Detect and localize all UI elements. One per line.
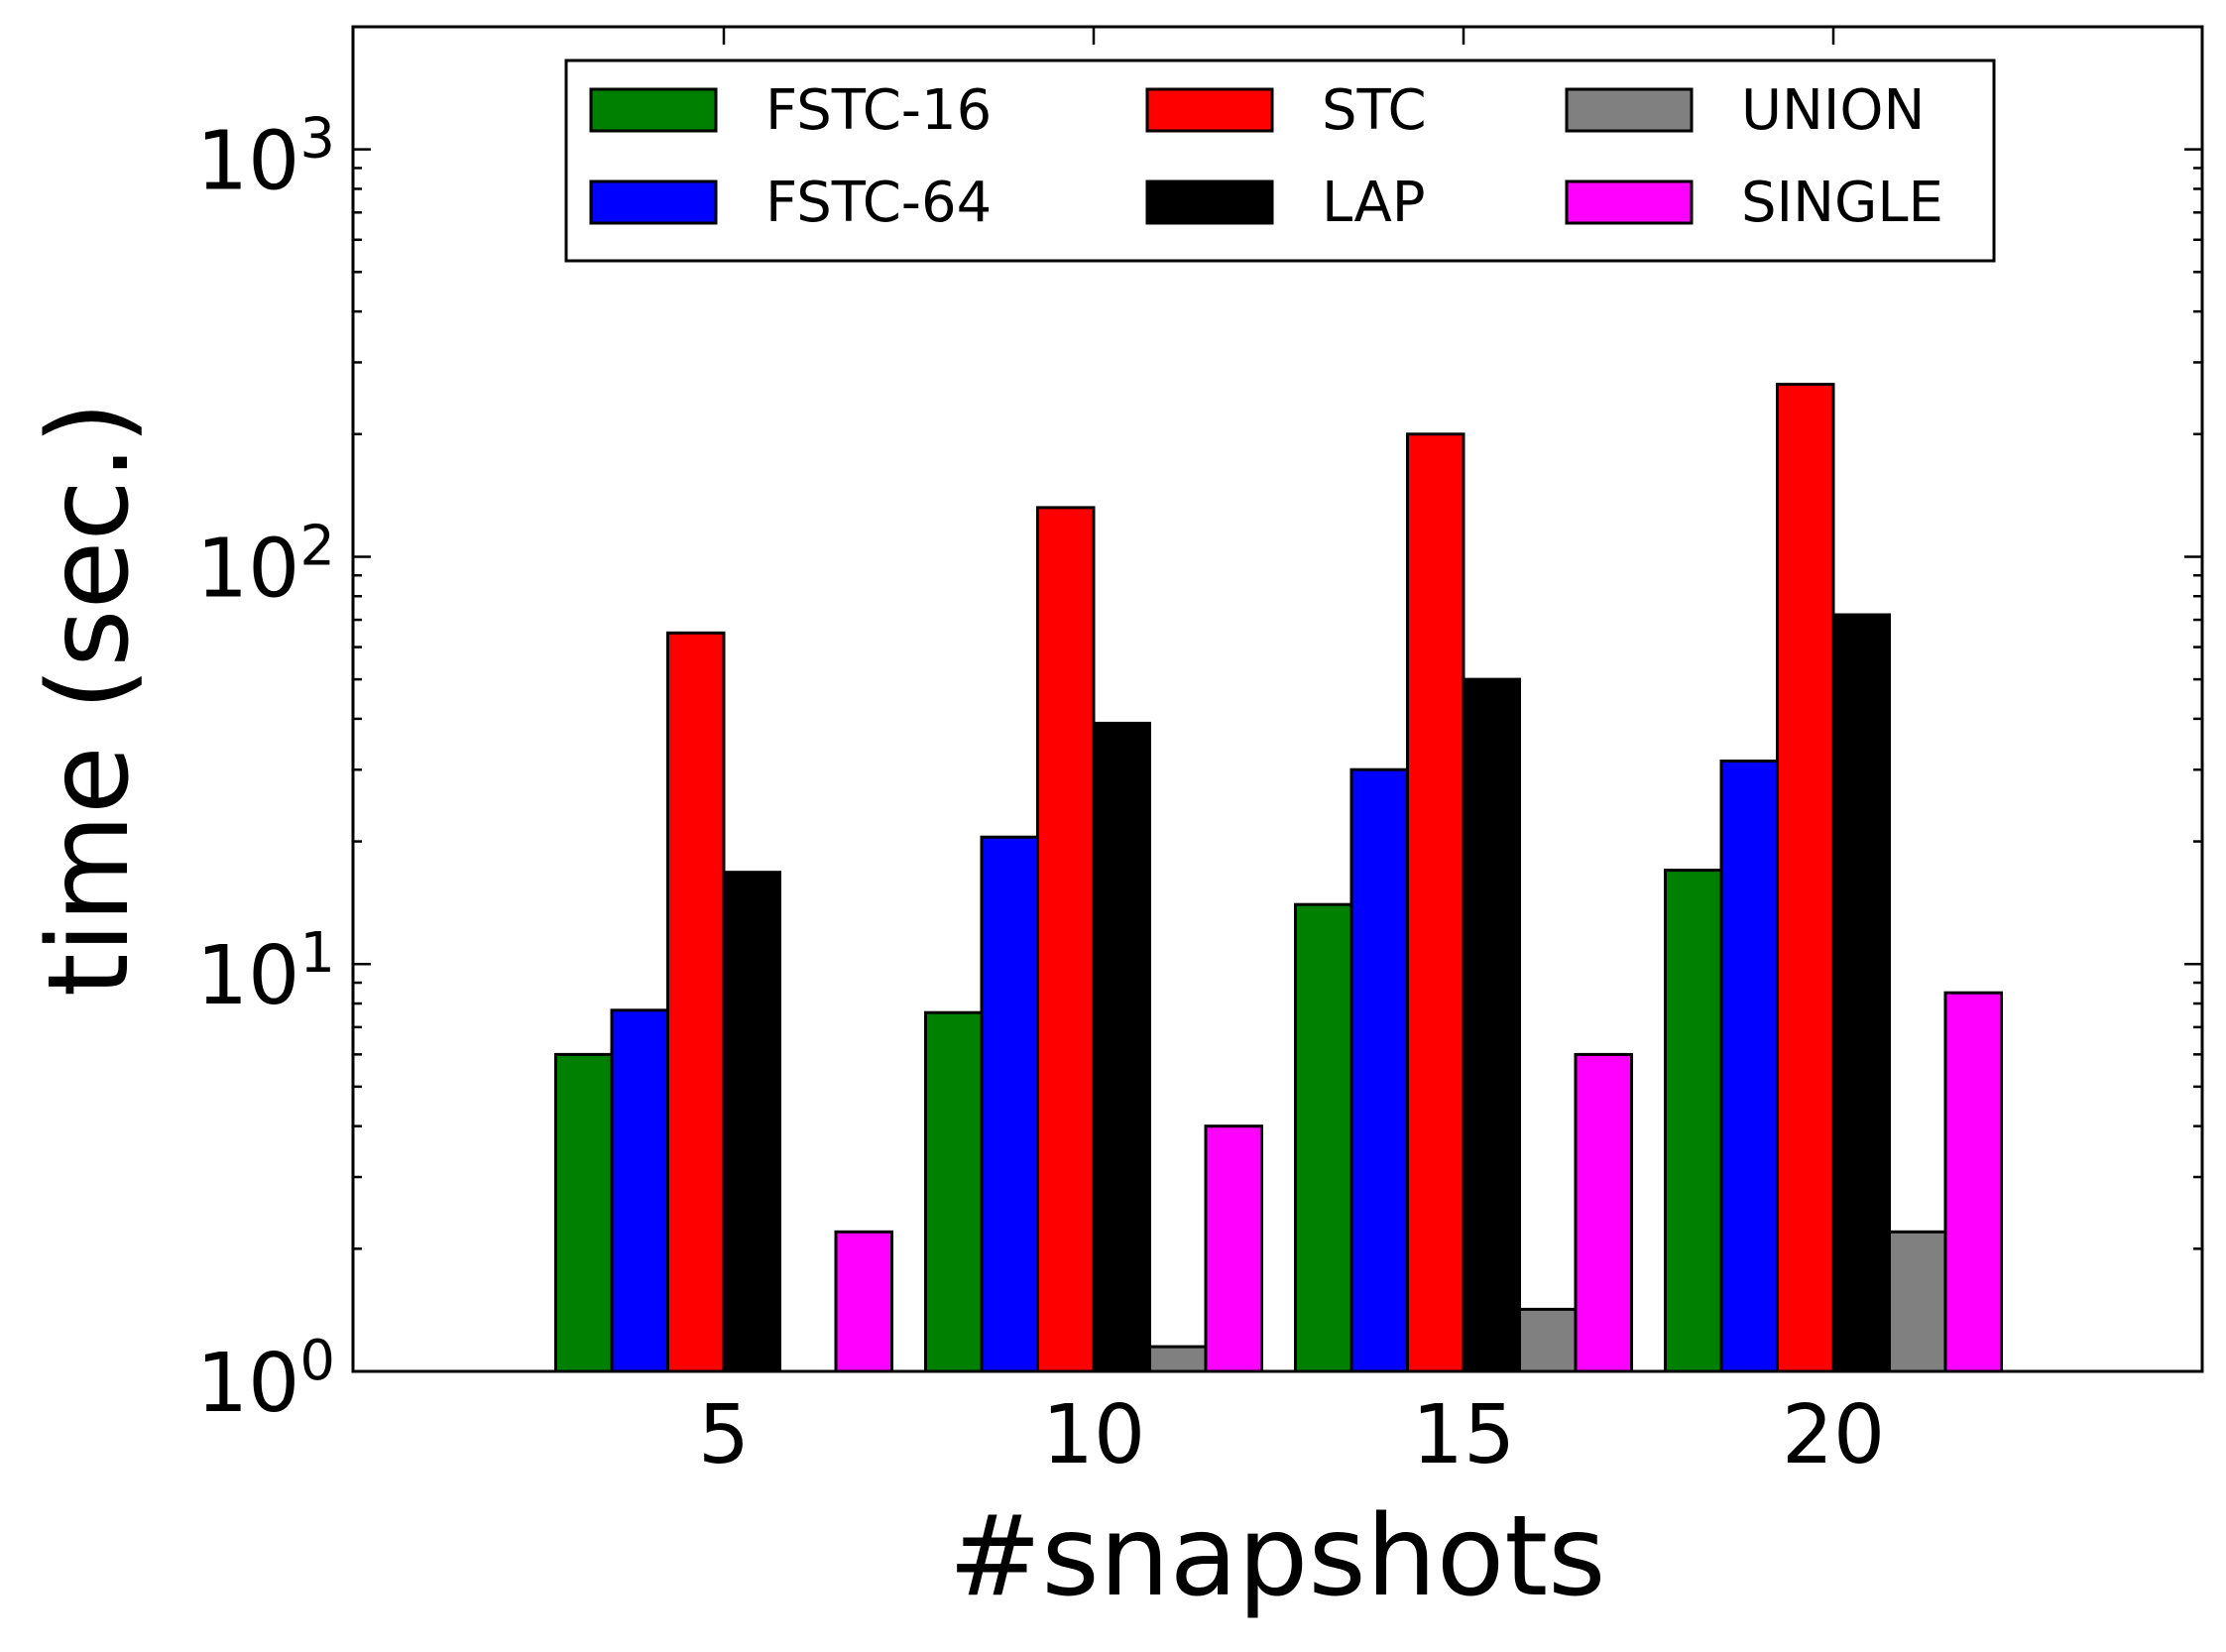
y-tick-label: 100 — [196, 1329, 335, 1432]
bar-lap-10 — [1092, 721, 1151, 1373]
legend-swatch-fstc-64 — [589, 179, 718, 225]
legend-swatch-lap — [1145, 179, 1274, 225]
legend-entries: FSTC-16 FSTC-64 STC LAP UNION SINGLE — [589, 78, 1943, 235]
y-tick-labels: 100 101 102 103 — [196, 106, 335, 1431]
bar-lap-15 — [1462, 677, 1521, 1373]
legend-swatch-fstc-16 — [589, 87, 718, 133]
y-tick-label: 101 — [196, 921, 335, 1024]
bar-union-15 — [1518, 1307, 1578, 1373]
x-tick-label: 15 — [1412, 1388, 1515, 1482]
bar-lap-5 — [722, 871, 781, 1373]
bar-single-10 — [1204, 1124, 1263, 1373]
bar-fstc-16-10 — [924, 1010, 984, 1373]
legend-label-lap: LAP — [1322, 171, 1426, 235]
legend-label-union: UNION — [1741, 78, 1925, 143]
bar-stc-10 — [1036, 506, 1096, 1373]
legend-label-fstc-64: FSTC-64 — [765, 171, 992, 235]
plot-frame — [351, 25, 2204, 1373]
bar-union-10 — [1148, 1345, 1208, 1373]
bar-fstc-64-5 — [610, 1008, 669, 1373]
legend-label-single: SINGLE — [1741, 171, 1943, 235]
bar-single-20 — [1943, 991, 2003, 1373]
bars — [554, 383, 2003, 1373]
y-tick-label: 103 — [196, 106, 335, 209]
legend-swatch-single — [1565, 179, 1694, 225]
bar-stc-15 — [1406, 432, 1465, 1373]
bar-stc-5 — [666, 631, 726, 1373]
bar-union-20 — [1888, 1230, 1947, 1373]
bar-fstc-64-10 — [980, 835, 1039, 1373]
bar-fstc-16-15 — [1294, 902, 1353, 1373]
x-tick-label: 5 — [698, 1388, 750, 1482]
bar-lap-20 — [1831, 613, 1891, 1373]
legend-label-stc: STC — [1322, 78, 1427, 143]
legend: FSTC-16 FSTC-64 STC LAP UNION SINGLE — [564, 59, 1996, 263]
bar-fstc-16-20 — [1664, 869, 1723, 1373]
bar-single-15 — [1574, 1052, 1633, 1373]
y-tick-label: 102 — [196, 514, 335, 617]
x-tick-label: 20 — [1782, 1388, 1885, 1482]
y-axis-label: time (sec.) — [25, 402, 154, 997]
bar-single-5 — [834, 1230, 893, 1373]
legend-frame — [564, 59, 1996, 263]
legend-swatch-union — [1565, 87, 1694, 133]
x-tick-label: 10 — [1042, 1388, 1145, 1482]
x-tick-labels: 5 10 15 20 — [698, 1388, 1885, 1482]
legend-label-fstc-16: FSTC-16 — [765, 78, 992, 143]
bar-fstc-64-20 — [1719, 760, 1779, 1373]
bar-fstc-64-15 — [1349, 767, 1409, 1373]
bar-fstc-16-5 — [554, 1052, 614, 1373]
legend-swatch-stc — [1145, 87, 1274, 133]
x-axis-label: #snapshots — [948, 1492, 1605, 1621]
bar-stc-20 — [1776, 383, 1835, 1373]
